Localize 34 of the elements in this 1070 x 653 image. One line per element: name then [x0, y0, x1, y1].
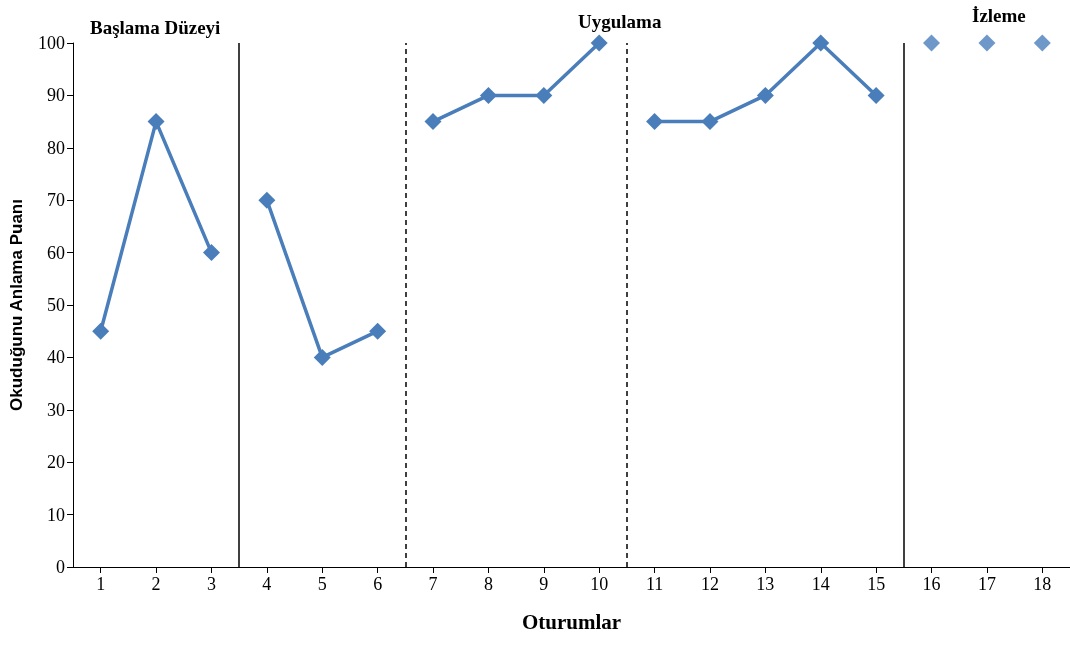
x-tick-label: 1: [96, 574, 106, 594]
x-tick-label: 7: [428, 574, 438, 594]
x-tick-label: 12: [700, 574, 719, 594]
x-tick-label: 8: [483, 574, 493, 594]
x-tick-label: 16: [922, 574, 941, 594]
y-tick-label: 50: [47, 295, 65, 315]
x-tick-label: 6: [373, 574, 383, 594]
text: İzleme: [972, 5, 1026, 26]
y-tick-label: 10: [47, 504, 65, 525]
x-tick-label: 10: [590, 574, 609, 594]
y-tick-label: 20: [47, 452, 65, 473]
y-tick-label: 60: [47, 242, 65, 263]
x-tick-label: 15: [867, 574, 886, 594]
text: Başlama Düzeyi: [90, 17, 221, 38]
x-tick-label: 18: [1033, 574, 1052, 594]
x-tick-label: 11: [645, 574, 664, 594]
text: Uygulama: [578, 11, 662, 32]
x-tick-label: 9: [539, 574, 549, 594]
y-tick-label: 100: [38, 33, 65, 53]
y-tick-label: 80: [47, 137, 65, 158]
x-axis-title: Oturumlar: [521, 609, 622, 634]
y-axis-title: Okuduğunu Anlama Puanı: [7, 199, 26, 411]
y-tick-label: 30: [47, 399, 65, 420]
x-tick-label: 14: [811, 574, 830, 594]
y-tick-label: 40: [47, 347, 65, 368]
y-tick-label: 70: [47, 190, 65, 211]
x-tick-label: 13: [756, 574, 775, 594]
x-tick-label: 5: [317, 574, 327, 594]
y-tick-label: 0: [56, 557, 65, 577]
x-tick-label: 2: [151, 574, 161, 594]
x-tick-label: 3: [206, 574, 216, 594]
x-tick-label: 17: [977, 574, 996, 594]
x-tick-label: 4: [262, 574, 272, 594]
y-tick-label: 90: [47, 85, 65, 106]
